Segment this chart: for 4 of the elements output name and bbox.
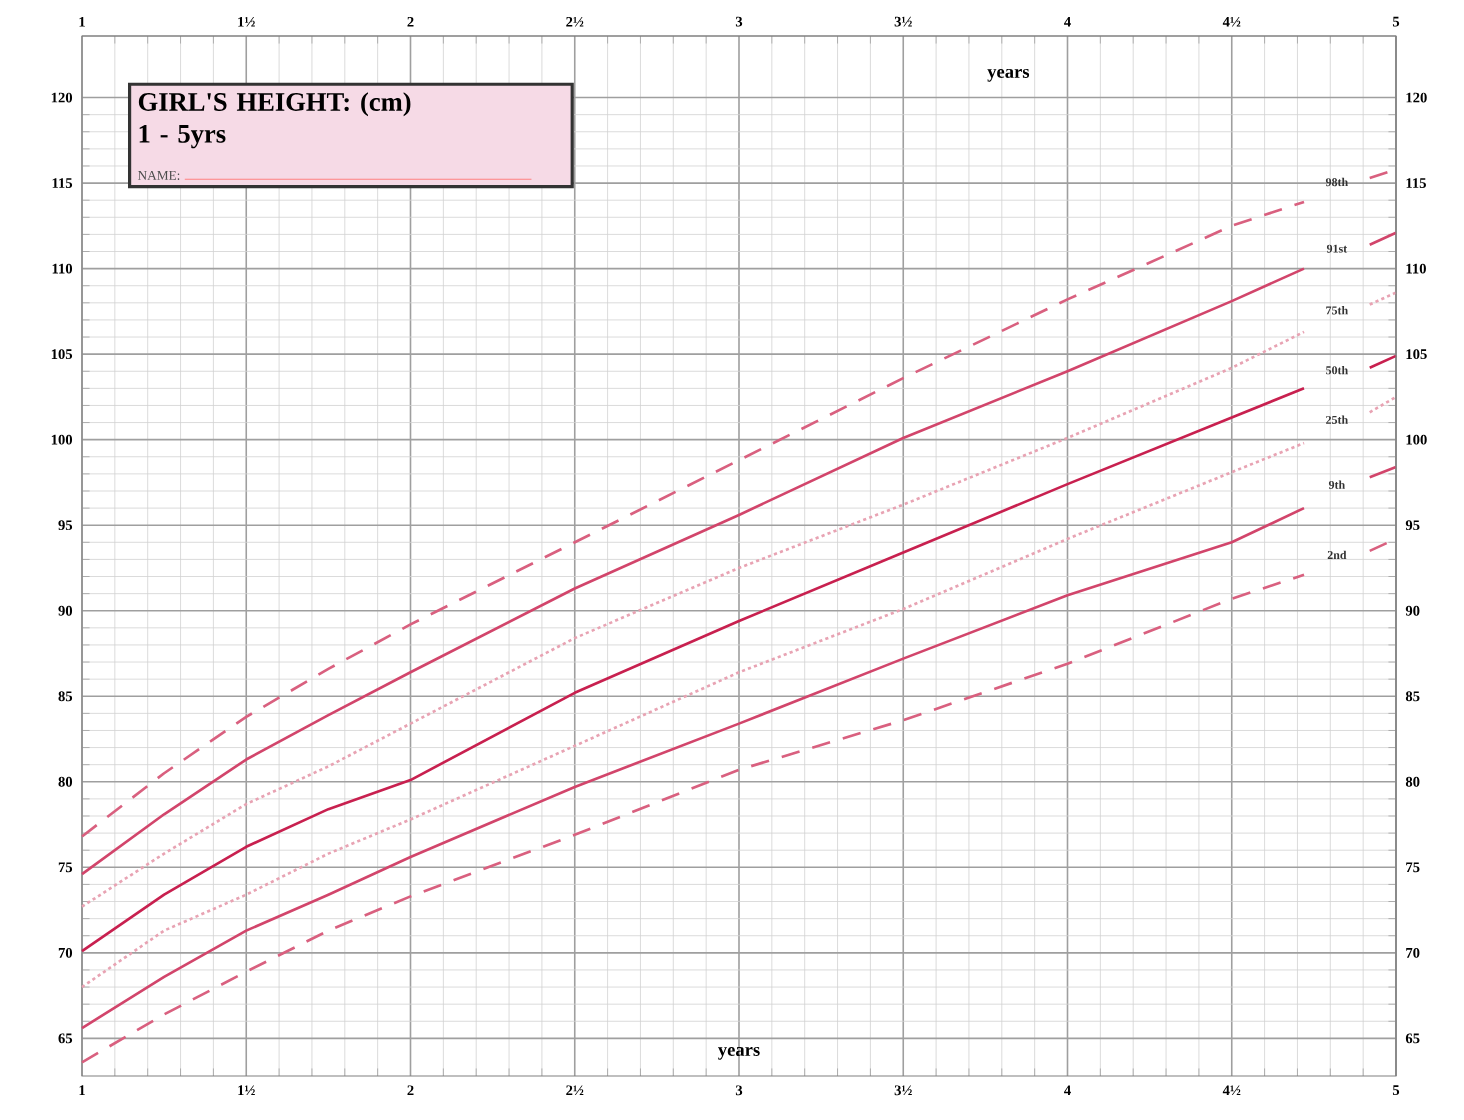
x2-axis-title: years bbox=[987, 68, 1030, 82]
text: 1 - 5yrs bbox=[139, 124, 226, 149]
text: GIRL'S HEIGHT: (cm) bbox=[138, 92, 411, 117]
x-axis-title: years bbox=[718, 1046, 760, 1060]
